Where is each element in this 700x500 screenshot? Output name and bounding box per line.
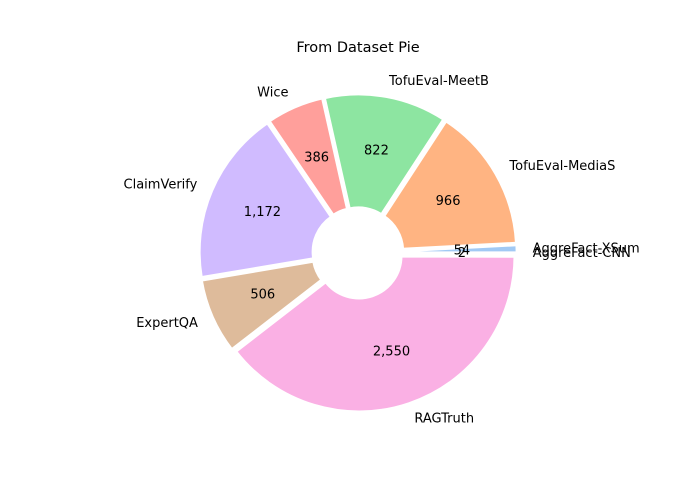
slice-label-claimverify: ClaimVerify — [124, 177, 198, 192]
value-label-ragtruth: 2,550 — [373, 344, 410, 359]
slice-label-wice: Wice — [257, 86, 288, 101]
pie-slice-claimverify — [197, 121, 334, 280]
chart-title: From Dataset Pie — [296, 40, 419, 56]
pie-slice-ragtruth — [234, 254, 517, 414]
slice-label-aggrefact-xsum: AggreFact-XSum — [533, 241, 640, 256]
slices-group — [197, 92, 519, 414]
value-label-expertqa: 506 — [250, 288, 275, 303]
pie-slice-expertqa — [199, 259, 324, 352]
slice-label-expertqa: ExpertQA — [136, 316, 198, 331]
value-label-tofueval-medias: 966 — [436, 194, 461, 209]
pie-slice-wice — [267, 96, 350, 217]
labels-group: AggreFact-XSum 54 TofuEval-MediaS 966 TofuEv… — [124, 74, 640, 426]
slice-label-aggrefact-cnn: AggreFact-CNN — [533, 246, 631, 261]
value-label-claimverify: 1,172 — [244, 205, 281, 220]
value-label-aggrefact-cnn: 2 — [458, 246, 466, 261]
value-label-tofueval-meetb: 822 — [364, 144, 389, 159]
pie-slice-tofueval-meetb — [322, 92, 446, 217]
value-label-aggrefact-xsum: 54 — [454, 243, 471, 258]
slice-label-tofueval-meetb: TofuEval-MeetB — [388, 74, 489, 89]
pie-slice-tofueval-medias — [382, 119, 518, 251]
slice-label-tofueval-medias: TofuEval-MediaS — [508, 159, 615, 174]
value-label-wice: 386 — [304, 151, 329, 166]
slice-label-ragtruth: RAGTruth — [414, 411, 474, 426]
